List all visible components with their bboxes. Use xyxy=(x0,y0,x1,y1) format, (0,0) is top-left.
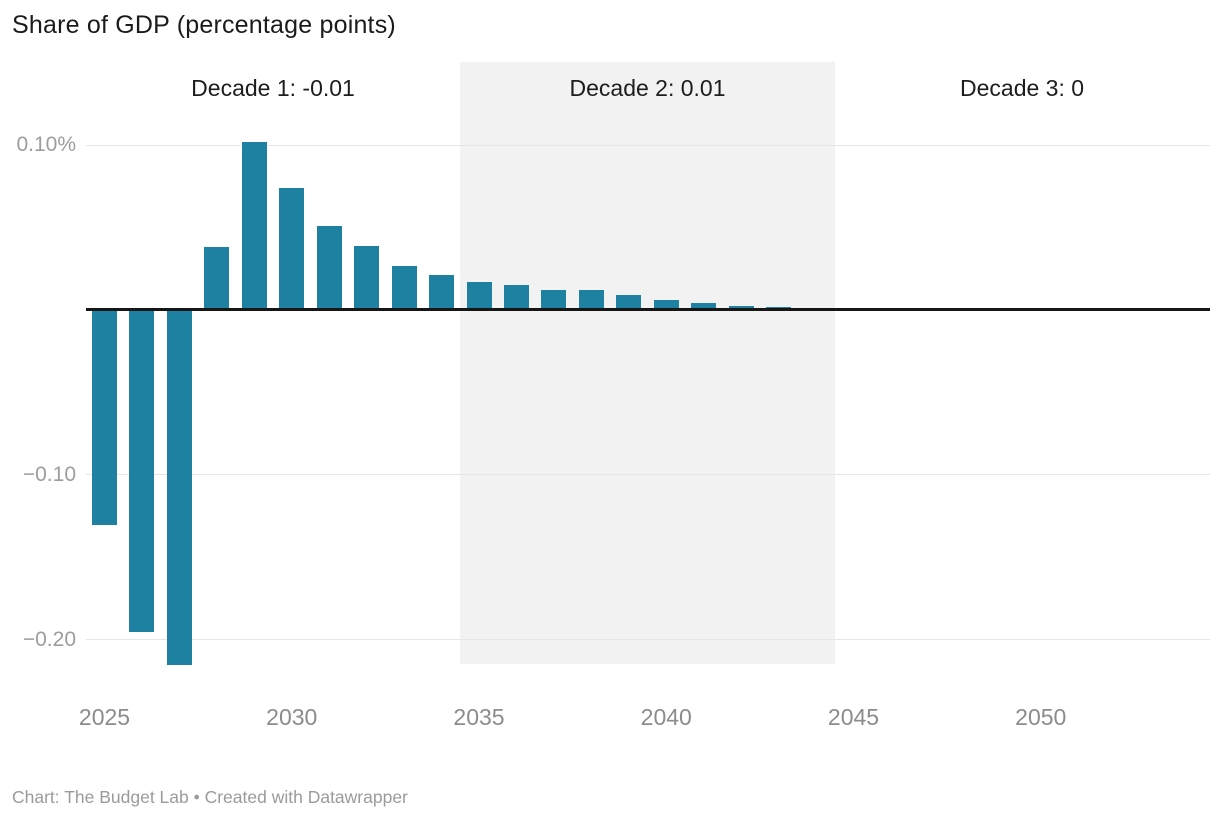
chart-title: Share of GDP (percentage points) xyxy=(12,11,396,39)
decade-3-label: Decade 3: 0 xyxy=(960,75,1085,101)
decade-1-label: Decade 1: -0.01 xyxy=(191,75,355,101)
x-axis-tick-label: 2035 xyxy=(453,704,505,730)
bar-2036[interactable] xyxy=(503,285,529,310)
bar-2040[interactable] xyxy=(653,300,679,310)
bar-2037[interactable] xyxy=(541,290,567,310)
bar-2038[interactable] xyxy=(578,290,604,310)
bar-2031[interactable] xyxy=(316,226,342,310)
bar-2033[interactable] xyxy=(391,266,417,310)
y-gridline xyxy=(86,144,1210,146)
bar-2035[interactable] xyxy=(466,282,492,310)
bar-2027[interactable] xyxy=(166,311,192,665)
y-gridline xyxy=(86,474,1210,476)
decade-2-label: Decade 2: 0.01 xyxy=(569,75,726,101)
zero-baseline xyxy=(86,308,1210,311)
bar-2029[interactable] xyxy=(241,142,267,310)
y-axis-tick-label: −0.10 xyxy=(22,462,76,486)
chart-footer-attribution: Chart: The Budget Lab • Created with Dat… xyxy=(12,787,408,807)
x-axis-tick-label: 2040 xyxy=(640,704,692,730)
y-axis-tick-label: 0.10% xyxy=(16,133,76,157)
x-axis-tick-label: 2030 xyxy=(266,704,318,730)
bar-2026[interactable] xyxy=(129,311,155,632)
bar-2025[interactable] xyxy=(92,311,117,525)
bar-2028[interactable] xyxy=(204,247,230,310)
bar-2030[interactable] xyxy=(279,188,305,310)
bar-2041[interactable] xyxy=(691,303,717,310)
bar-2034[interactable] xyxy=(429,275,455,310)
x-axis-tick-label: 2045 xyxy=(827,704,880,730)
bar-2032[interactable] xyxy=(354,246,380,310)
y-gridline xyxy=(86,639,1210,641)
x-axis-tick-label: 2050 xyxy=(1015,704,1067,730)
y-axis-tick-label: −0.20 xyxy=(22,627,76,651)
decade-2-highlight-band xyxy=(460,62,835,664)
bar-2039[interactable] xyxy=(616,295,642,310)
x-axis-tick-label: 2025 xyxy=(78,704,131,730)
